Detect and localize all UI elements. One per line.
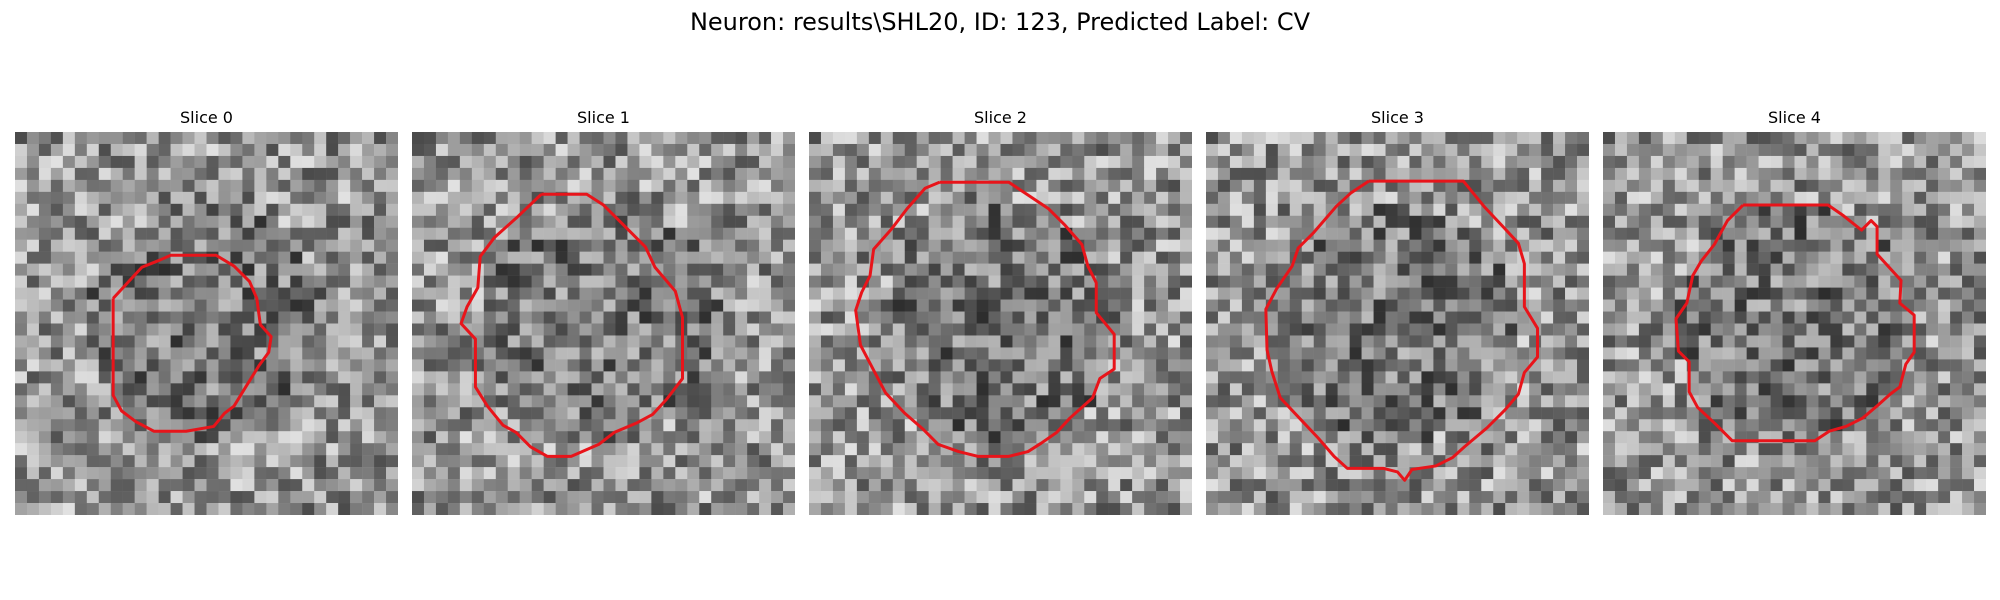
grayscale-pixel-grid	[412, 132, 795, 515]
segmentation-contour	[1264, 179, 1540, 482]
segmentation-contour	[854, 180, 1116, 458]
slice-title: Slice 4	[1768, 108, 1821, 127]
slice-image	[1206, 132, 1589, 515]
slice-panel-0: Slice 0	[15, 108, 398, 518]
segmentation-contour	[459, 192, 684, 458]
segmentation-contour	[1674, 203, 1916, 443]
slice-title: Slice 0	[180, 108, 233, 127]
slice-title: Slice 1	[577, 108, 630, 127]
figure-title: Neuron: results\SHL20, ID: 123, Predicte…	[689, 8, 1311, 36]
slice-panel-1: Slice 1	[412, 108, 795, 518]
slice-panel-4: Slice 4	[1603, 108, 1986, 518]
grayscale-pixel-grid	[1206, 132, 1589, 515]
slice-image	[809, 132, 1192, 515]
grayscale-pixel-grid	[1603, 132, 1986, 515]
slice-image	[412, 132, 795, 515]
segmentation-contour	[111, 253, 273, 433]
grayscale-pixel-grid	[15, 132, 398, 515]
slice-panel-2: Slice 2	[809, 108, 1192, 518]
slice-title: Slice 3	[1371, 108, 1424, 127]
slice-image	[1603, 132, 1986, 515]
slice-panel-3: Slice 3	[1206, 108, 1589, 518]
slice-image	[15, 132, 398, 515]
slice-title: Slice 2	[974, 108, 1027, 127]
